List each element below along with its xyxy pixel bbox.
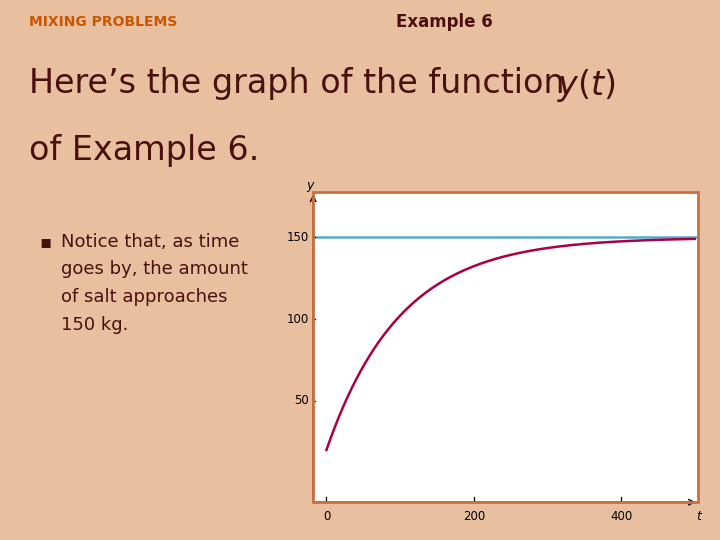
Text: Example 6: Example 6 (396, 13, 492, 31)
Text: 150: 150 (287, 231, 309, 244)
Text: 200: 200 (463, 510, 485, 523)
Text: 0: 0 (323, 510, 330, 523)
Text: $y(t)$: $y(t)$ (557, 66, 616, 104)
Text: MIXING PROBLEMS: MIXING PROBLEMS (29, 15, 177, 29)
Text: y: y (306, 179, 313, 192)
Text: 50: 50 (294, 394, 309, 407)
Text: t: t (696, 510, 701, 523)
Text: 100: 100 (287, 313, 309, 326)
Text: ▪: ▪ (40, 233, 52, 251)
Text: of Example 6.: of Example 6. (29, 133, 259, 166)
Text: 400: 400 (610, 510, 632, 523)
Text: Notice that, as time
goes by, the amount
of salt approaches
150 kg.: Notice that, as time goes by, the amount… (61, 233, 248, 334)
Text: Here’s the graph of the function: Here’s the graph of the function (29, 66, 575, 99)
